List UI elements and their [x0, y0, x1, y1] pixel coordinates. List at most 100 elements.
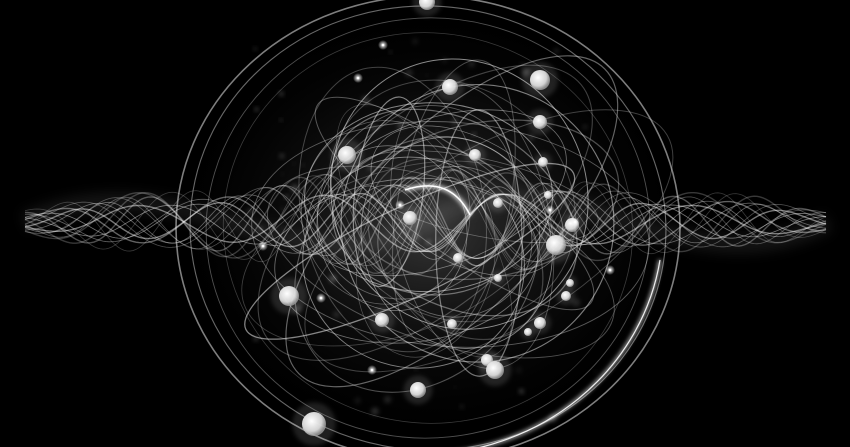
- wave-glow: [21, 188, 833, 255]
- bokeh-speck: [454, 386, 457, 389]
- orbit-path: [302, 156, 525, 369]
- sparkle-core: [573, 220, 577, 224]
- orbit-path: [314, 96, 595, 311]
- particle: [375, 313, 389, 327]
- bokeh-speck: [520, 62, 525, 68]
- orbit-path: [298, 66, 487, 353]
- bokeh-speck: [328, 274, 337, 283]
- bokeh-speck: [404, 68, 413, 77]
- particle: [279, 286, 299, 306]
- orbit-path: [241, 160, 547, 347]
- particle: [410, 382, 426, 398]
- bokeh-speck: [436, 237, 443, 244]
- bokeh-speck: [321, 315, 324, 319]
- bokeh-speck: [279, 153, 285, 159]
- sparkle-core: [261, 244, 265, 248]
- particle: [403, 211, 417, 225]
- particle: [561, 291, 571, 301]
- particle: [544, 191, 552, 199]
- bokeh-speck: [280, 207, 286, 213]
- orbit-path: [327, 79, 576, 323]
- bokeh-speck: [290, 184, 299, 193]
- sparkle-core: [370, 368, 374, 372]
- bright-arc-core: [479, 259, 661, 447]
- bokeh-speck: [572, 298, 581, 307]
- orbit-path: [316, 145, 468, 311]
- orbit-path: [267, 165, 615, 359]
- bokeh-speck: [468, 60, 475, 68]
- particle: [469, 149, 481, 161]
- wave-strand: [24, 176, 827, 267]
- orbit-path: [251, 121, 650, 348]
- sparkle-core: [319, 296, 323, 300]
- bokeh-speck: [279, 91, 284, 97]
- bokeh-speck: [254, 107, 259, 112]
- orbit-path: [331, 144, 525, 296]
- core-arc: [404, 185, 471, 216]
- particle: [302, 412, 326, 436]
- bokeh-speck: [383, 395, 392, 404]
- bokeh-speck: [292, 162, 296, 165]
- bokeh-speck: [425, 74, 428, 77]
- particle: [533, 115, 547, 129]
- bokeh-speck: [367, 164, 373, 171]
- bokeh-speck: [371, 407, 379, 416]
- bokeh-speck: [528, 133, 535, 141]
- bokeh-speck: [553, 48, 560, 54]
- bokeh-speck: [472, 132, 476, 137]
- particle: [524, 328, 532, 336]
- sparkle-core: [381, 43, 385, 47]
- orbit-path: [360, 136, 553, 349]
- particle: [442, 79, 458, 95]
- sparkle-core: [548, 208, 552, 212]
- sparkles: [258, 40, 615, 375]
- bokeh-speck: [279, 118, 283, 122]
- orbit-ring: [175, 0, 681, 447]
- bokeh-speck: [426, 239, 432, 246]
- bokeh-speck: [246, 207, 254, 215]
- wave-strand: [24, 184, 827, 259]
- particle: [419, 0, 435, 10]
- particle: [566, 279, 574, 287]
- bokeh-speck: [301, 163, 305, 167]
- bokeh-speck: [518, 388, 525, 394]
- particle: [494, 274, 502, 282]
- bokeh-speck: [582, 124, 588, 129]
- particle: [493, 198, 503, 208]
- bokeh-speck: [451, 118, 459, 125]
- orbit-path: [301, 120, 471, 305]
- bokeh-speck: [594, 370, 598, 374]
- particle: [338, 146, 356, 164]
- particle: [486, 361, 504, 379]
- sparkle-core: [398, 203, 402, 207]
- bokeh-layer: [246, 38, 598, 422]
- particle: [530, 70, 550, 90]
- orbit-path: [392, 59, 516, 346]
- bokeh-speck: [494, 307, 497, 310]
- bokeh-speck: [459, 404, 464, 409]
- orbit-ring: [222, 32, 634, 424]
- particle: [453, 253, 463, 263]
- orbit-path: [336, 104, 513, 358]
- orbit-path: [274, 177, 539, 344]
- bokeh-speck: [389, 50, 392, 54]
- wave-ribbon: [21, 168, 833, 276]
- bokeh-speck: [397, 121, 405, 130]
- bokeh-speck: [436, 129, 439, 132]
- bokeh-speck: [386, 338, 390, 343]
- orbit-ring: [205, 17, 651, 439]
- bokeh-speck: [354, 397, 361, 404]
- particle-dots: [271, 0, 585, 446]
- wave-strand: [24, 184, 827, 260]
- wave-strand: [24, 193, 827, 253]
- sparkle-core: [608, 268, 612, 272]
- orbit-path: [330, 58, 589, 330]
- particle: [447, 319, 457, 329]
- orbit-path: [316, 105, 516, 300]
- orbit-ring: [189, 5, 667, 447]
- bokeh-speck: [280, 172, 284, 176]
- bokeh-speck: [515, 366, 522, 374]
- particle: [538, 157, 548, 167]
- sparkle-core: [356, 76, 360, 80]
- particle: [546, 235, 566, 255]
